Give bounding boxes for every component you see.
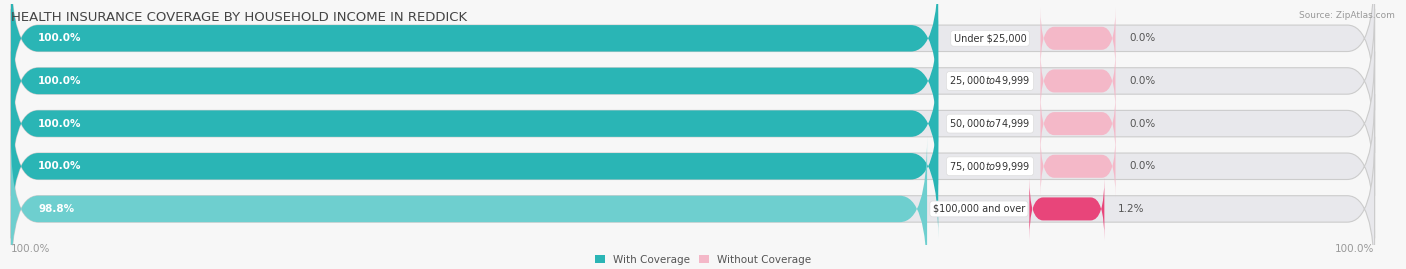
FancyBboxPatch shape	[1040, 50, 1115, 112]
Text: 100.0%: 100.0%	[1336, 244, 1375, 254]
Text: $25,000 to $49,999: $25,000 to $49,999	[949, 75, 1031, 87]
Text: 0.0%: 0.0%	[1129, 119, 1156, 129]
FancyBboxPatch shape	[1029, 178, 1104, 240]
Text: 100.0%: 100.0%	[38, 161, 82, 171]
Text: 100.0%: 100.0%	[11, 244, 51, 254]
Text: Source: ZipAtlas.com: Source: ZipAtlas.com	[1299, 11, 1395, 20]
Text: 0.0%: 0.0%	[1129, 33, 1156, 43]
FancyBboxPatch shape	[11, 52, 1375, 196]
Text: 100.0%: 100.0%	[38, 76, 82, 86]
FancyBboxPatch shape	[11, 9, 938, 153]
FancyBboxPatch shape	[11, 0, 1375, 110]
Text: HEALTH INSURANCE COVERAGE BY HOUSEHOLD INCOME IN REDDICK: HEALTH INSURANCE COVERAGE BY HOUSEHOLD I…	[11, 11, 467, 24]
FancyBboxPatch shape	[11, 52, 938, 196]
Text: $50,000 to $74,999: $50,000 to $74,999	[949, 117, 1031, 130]
Text: $100,000 and over: $100,000 and over	[932, 204, 1025, 214]
FancyBboxPatch shape	[11, 137, 927, 269]
Text: Under $25,000: Under $25,000	[953, 33, 1026, 43]
FancyBboxPatch shape	[1040, 7, 1115, 69]
FancyBboxPatch shape	[11, 94, 1375, 238]
Text: $75,000 to $99,999: $75,000 to $99,999	[949, 160, 1031, 173]
Text: 100.0%: 100.0%	[38, 33, 82, 43]
Legend: With Coverage, Without Coverage: With Coverage, Without Coverage	[591, 250, 815, 269]
FancyBboxPatch shape	[11, 94, 938, 238]
FancyBboxPatch shape	[11, 0, 938, 110]
Text: 0.0%: 0.0%	[1129, 76, 1156, 86]
Text: 0.0%: 0.0%	[1129, 161, 1156, 171]
FancyBboxPatch shape	[11, 9, 1375, 153]
Text: 100.0%: 100.0%	[38, 119, 82, 129]
FancyBboxPatch shape	[1040, 135, 1115, 197]
FancyBboxPatch shape	[11, 137, 1375, 269]
Text: 1.2%: 1.2%	[1118, 204, 1144, 214]
Text: 98.8%: 98.8%	[38, 204, 75, 214]
FancyBboxPatch shape	[1040, 93, 1115, 155]
